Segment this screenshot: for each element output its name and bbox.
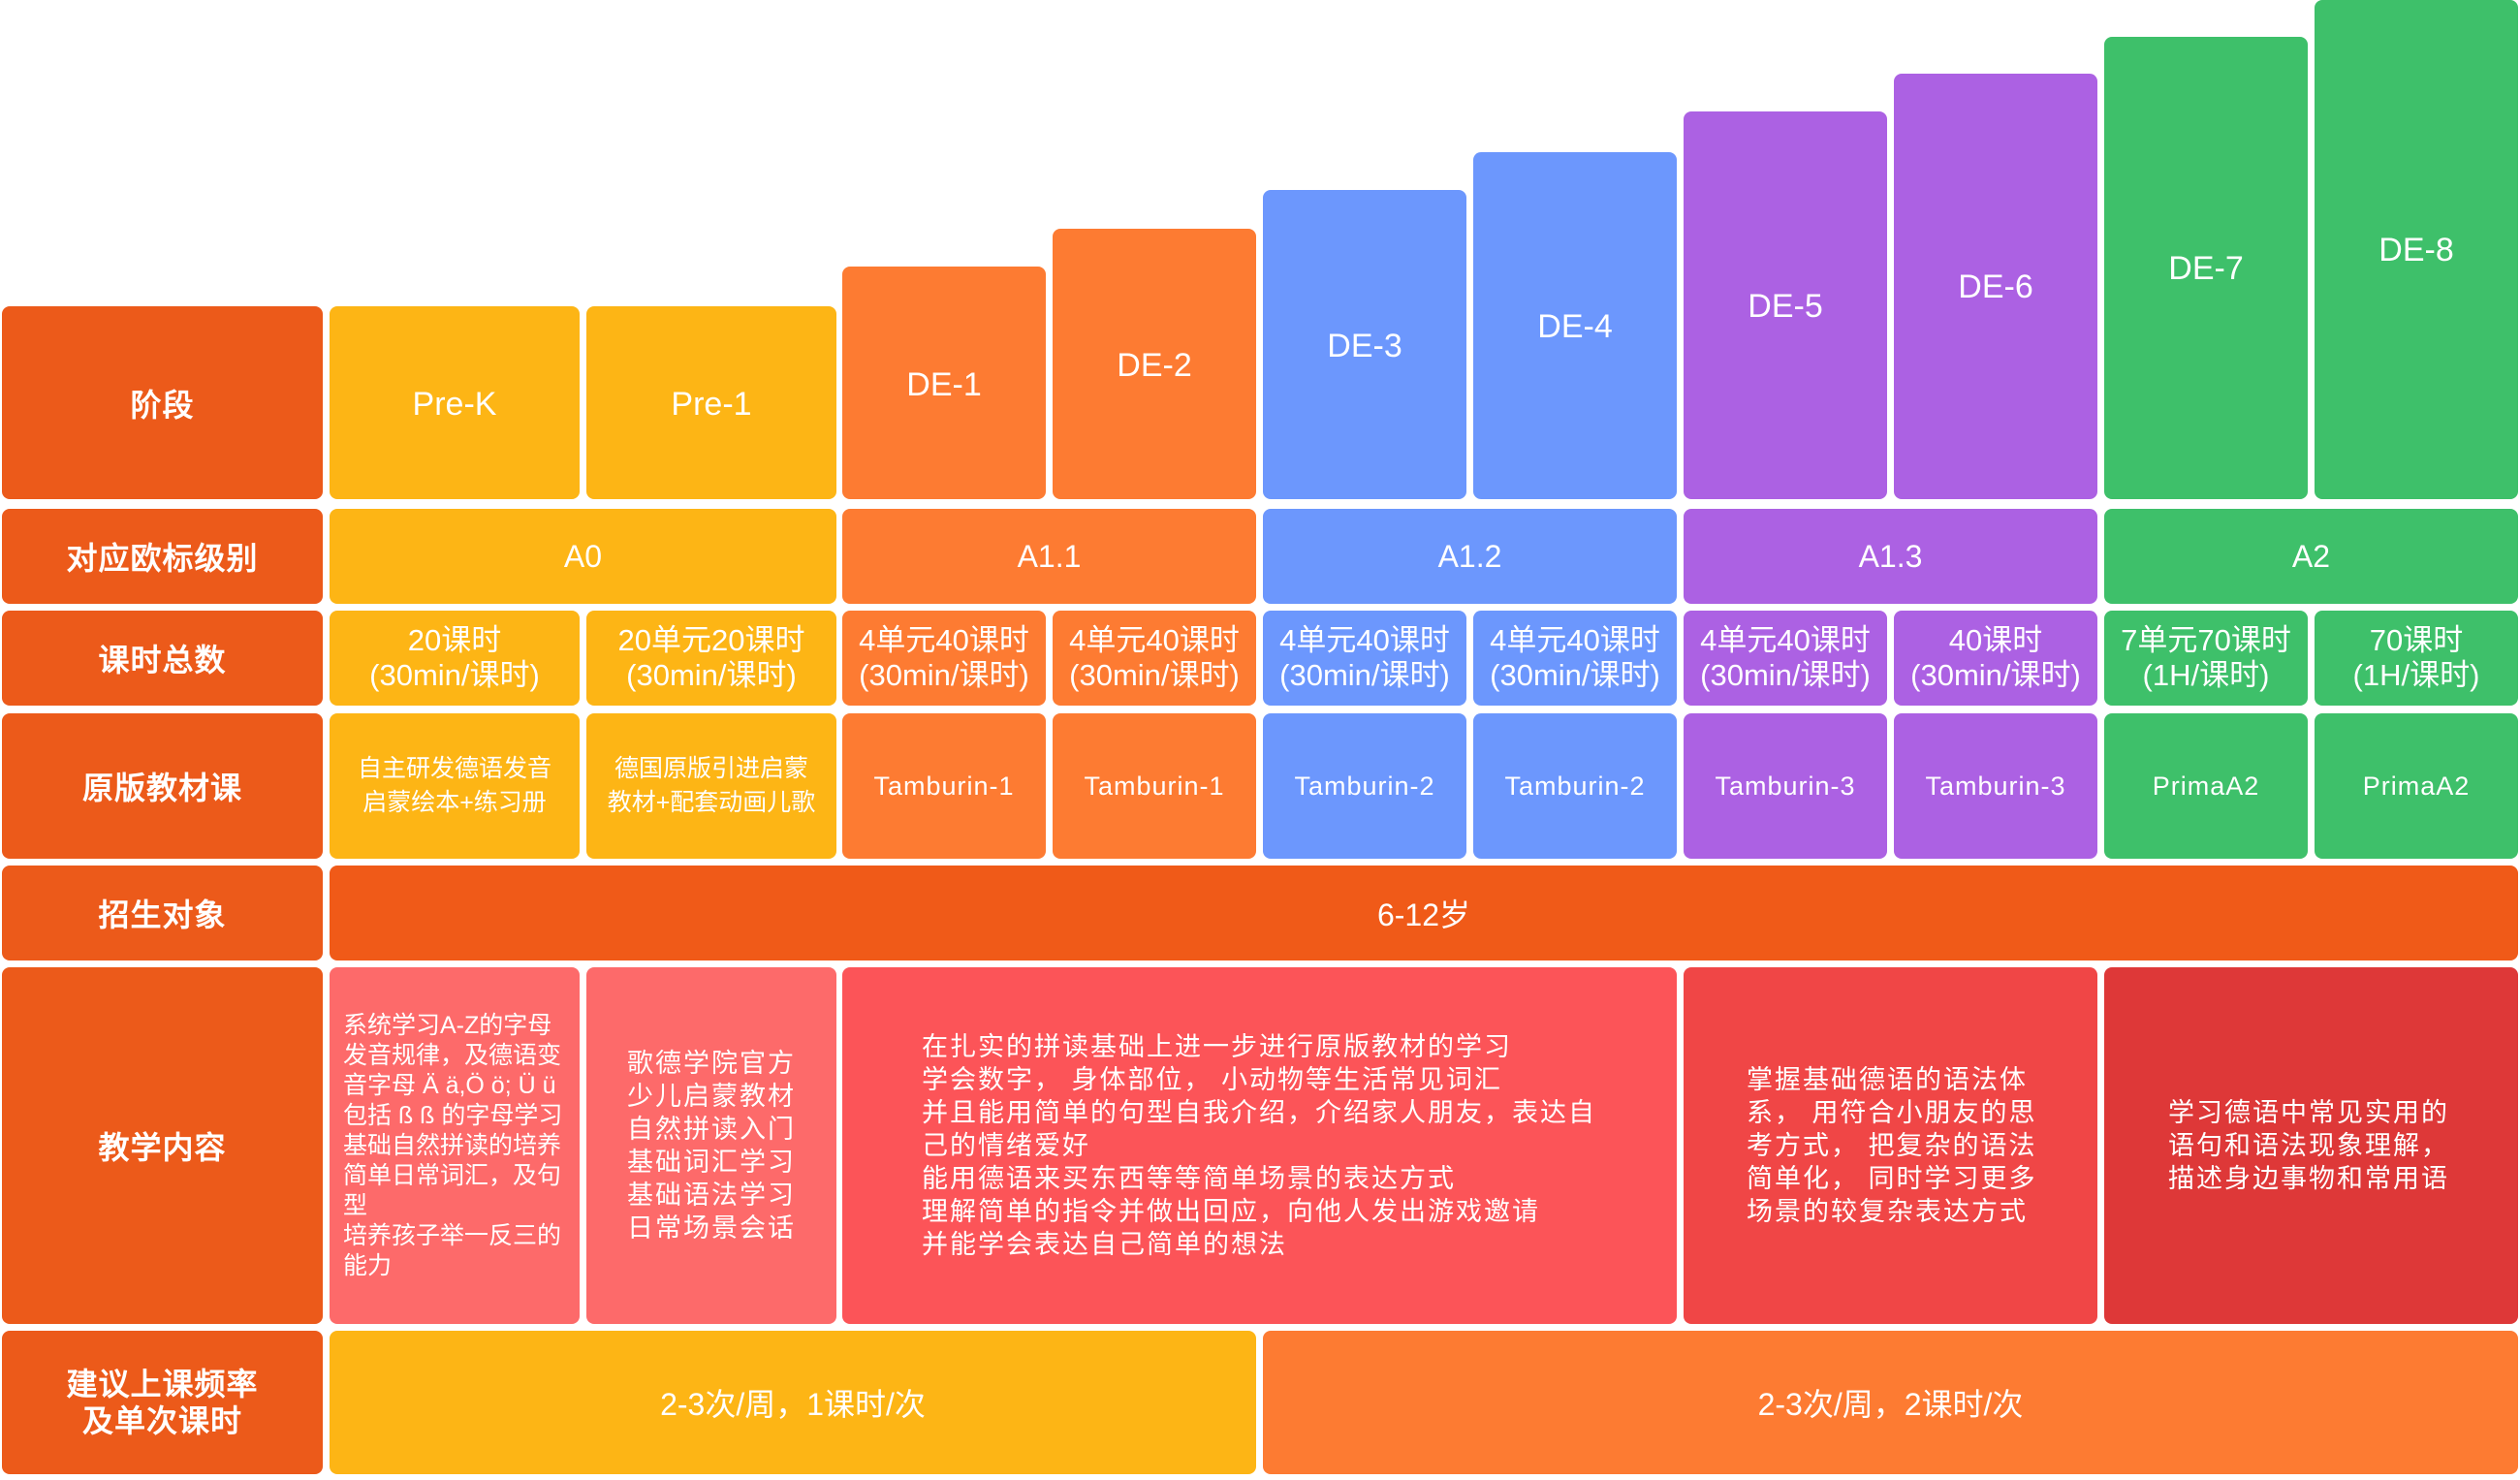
cefr-level-a1-2: A1.2 xyxy=(1263,509,1677,604)
stage-label: DE-1 xyxy=(906,366,982,403)
frequency-cell-pre-k-de-2: 2-3次/周，1课时/次 xyxy=(330,1331,1256,1474)
hours-unit: (1H/课时) xyxy=(2142,658,2270,692)
hours-unit: (30min/课时) xyxy=(1910,658,2081,692)
hours-count: 4单元40课时 xyxy=(859,623,1029,657)
textbook-cell-pre-k: 自主研发德语发音 启蒙绘本+练习册 xyxy=(330,713,580,859)
textbook-cell-de-2: Tamburin-1 xyxy=(1053,713,1256,859)
hours-cell-de-8: 70课时 (1H/课时) xyxy=(2315,611,2518,706)
hours-cell-de-7: 7单元70课时 (1H/课时) xyxy=(2104,611,2308,706)
hours-count: 4单元40课时 xyxy=(1069,623,1240,657)
hours-unit: (30min/课时) xyxy=(859,658,1029,692)
hours-unit: (30min/课时) xyxy=(1700,658,1871,692)
hours-cell-de-3: 4单元40课时 (30min/课时) xyxy=(1263,611,1466,706)
stage-block-de-1: DE-1 xyxy=(842,267,1046,499)
content-cell-pre-1: 歌德学院官方 少儿启蒙教材 自然拼读入门 基础词汇学习 基础语法学习 日常场景会… xyxy=(586,967,836,1324)
frequency-cell-de-3-de-8: 2-3次/周，2课时/次 xyxy=(1263,1331,2518,1474)
row-header-target-students: 招生对象 xyxy=(2,866,323,960)
stage-block-pre-1: Pre-1 xyxy=(586,306,836,499)
stage-label: DE-4 xyxy=(1537,308,1613,345)
target-students-cell: 6-12岁 xyxy=(330,866,2518,960)
row-header-total-hours: 课时总数 xyxy=(2,611,323,706)
row-header-content: 教学内容 xyxy=(2,967,323,1324)
cefr-level-a1-1: A1.1 xyxy=(842,509,1256,604)
hours-count: 4单元40课时 xyxy=(1490,623,1660,657)
stage-block-de-4: DE-4 xyxy=(1473,152,1677,499)
textbook-cell-de-6: Tamburin-3 xyxy=(1894,713,2097,859)
hours-cell-pre-k: 20课时 (30min/课时) xyxy=(330,611,580,706)
textbook-cell-de-3: Tamburin-2 xyxy=(1263,713,1466,859)
row-header-cefr: 对应欧标级别 xyxy=(2,509,323,604)
stage-label: DE-2 xyxy=(1117,347,1192,384)
content-cell-pre-k: 系统学习A-Z的字母发音规律，及德语变音字母 Ä ä,Ö ö; Ü ü 包括 ß… xyxy=(330,967,580,1324)
stage-block-de-8: DE-8 xyxy=(2315,0,2518,499)
textbook-cell-de-7: PrimaA2 xyxy=(2104,713,2308,859)
hours-unit: (30min/课时) xyxy=(1069,658,1240,692)
stage-block-pre-k: Pre-K xyxy=(330,306,580,499)
hours-cell-de-4: 4单元40课时 (30min/课时) xyxy=(1473,611,1677,706)
row-header-stage: 阶段 xyxy=(2,306,323,499)
content-cell-de-5-de-6: 掌握基础德语的语法体系， 用符合小朋友的思考方式， 把复杂的语法简单化， 同时学… xyxy=(1684,967,2097,1324)
stage-block-de-7: DE-7 xyxy=(2104,37,2308,499)
stage-block-de-3: DE-3 xyxy=(1263,190,1466,499)
textbook-cell-de-1: Tamburin-1 xyxy=(842,713,1046,859)
stage-label: DE-8 xyxy=(2378,232,2454,268)
hours-unit: (30min/课时) xyxy=(626,658,797,692)
cefr-level-a0: A0 xyxy=(330,509,836,604)
hours-count: 20课时 xyxy=(407,623,502,657)
hours-unit: (1H/课时) xyxy=(2352,658,2480,692)
stage-block-de-5: DE-5 xyxy=(1684,111,1887,499)
stage-label: Pre-K xyxy=(412,386,497,423)
stage-label: DE-5 xyxy=(1748,288,1823,325)
hours-count: 7单元70课时 xyxy=(2121,623,2291,657)
textbook-cell-pre-1: 德国原版引进启蒙 教材+配套动画儿歌 xyxy=(586,713,836,859)
row-header-textbook: 原版教材课 xyxy=(2,713,323,859)
row-header-frequency: 建议上课频率 及单次课时 xyxy=(2,1331,323,1474)
stage-label: DE-3 xyxy=(1327,328,1402,364)
hours-count: 70课时 xyxy=(2369,623,2464,657)
textbook-cell-de-5: Tamburin-3 xyxy=(1684,713,1887,859)
hours-cell-de-2: 4单元40课时 (30min/课时) xyxy=(1053,611,1256,706)
stage-label: DE-6 xyxy=(1958,268,2033,305)
content-cell-de-7-de-8: 学习德语中常见实用的语句和语法现象理解，描述身边事物和常用语 xyxy=(2104,967,2518,1324)
hours-count: 4单元40课时 xyxy=(1700,623,1871,657)
hours-count: 20单元20课时 xyxy=(617,623,805,657)
hours-cell-de-1: 4单元40课时 (30min/课时) xyxy=(842,611,1046,706)
hours-unit: (30min/课时) xyxy=(1279,658,1450,692)
stage-label: DE-7 xyxy=(2168,250,2244,287)
content-cell-de-1-de-4: 在扎实的拼读基础上进一步进行原版教材的学习 学会数字， 身体部位， 小动物等生活… xyxy=(842,967,1677,1324)
textbook-cell-de-4: Tamburin-2 xyxy=(1473,713,1677,859)
hours-unit: (30min/课时) xyxy=(369,658,540,692)
hours-cell-de-5: 4单元40课时 (30min/课时) xyxy=(1684,611,1887,706)
hours-cell-de-6: 40课时 (30min/课时) xyxy=(1894,611,2097,706)
stage-label: Pre-1 xyxy=(671,386,752,423)
textbook-cell-de-8: PrimaA2 xyxy=(2315,713,2518,859)
hours-count: 4单元40课时 xyxy=(1279,623,1450,657)
hours-unit: (30min/课时) xyxy=(1490,658,1660,692)
cefr-level-a1-3: A1.3 xyxy=(1684,509,2097,604)
hours-cell-pre-1: 20单元20课时 (30min/课时) xyxy=(586,611,836,706)
stage-block-de-6: DE-6 xyxy=(1894,74,2097,499)
hours-count: 40课时 xyxy=(1948,623,2043,657)
stage-block-de-2: DE-2 xyxy=(1053,229,1256,499)
cefr-level-a2: A2 xyxy=(2104,509,2518,604)
